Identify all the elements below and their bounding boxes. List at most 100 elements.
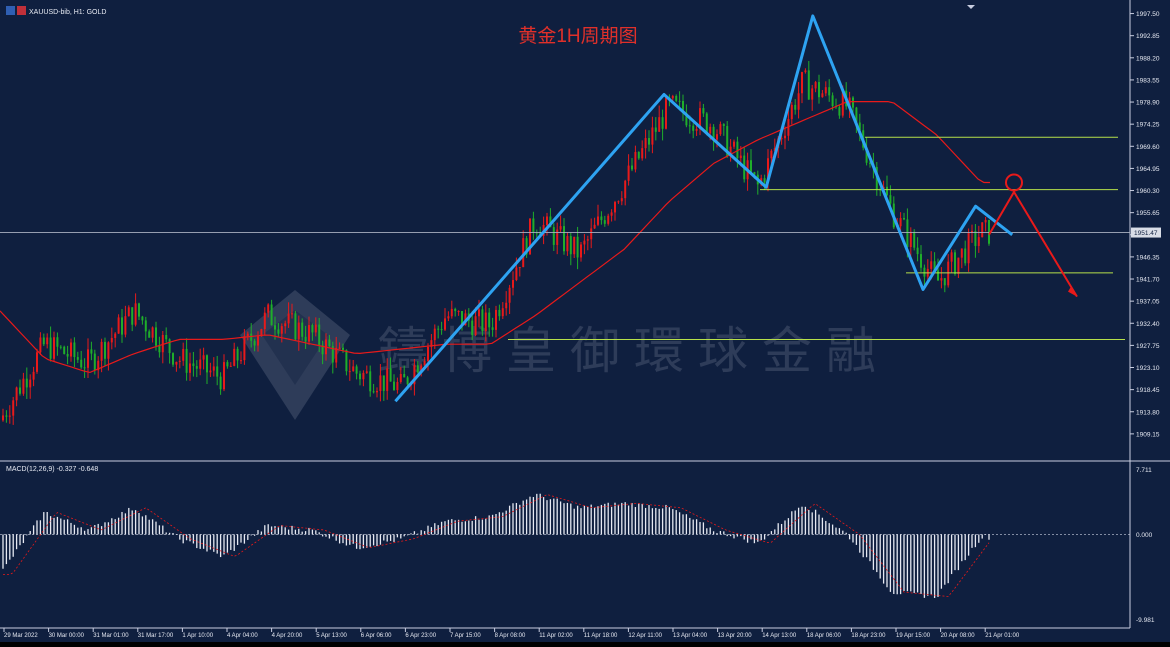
candle-body <box>855 107 858 123</box>
candle-body <box>559 226 562 230</box>
candle-body <box>627 165 630 181</box>
chart-shift-marker-icon[interactable] <box>967 5 975 9</box>
candle-body <box>818 82 820 98</box>
candle-body <box>797 93 800 110</box>
candle-body <box>828 87 831 96</box>
candle-body <box>603 220 606 224</box>
candle-body <box>733 141 735 147</box>
candle-body <box>80 359 83 368</box>
price-tick-label: 1978.90 <box>1136 100 1160 107</box>
candle-body <box>165 335 168 340</box>
price-tick-label: 1983.55 <box>1136 77 1160 84</box>
candle-body <box>838 107 841 116</box>
candle-body <box>586 239 589 241</box>
candle-body <box>716 134 718 140</box>
candle-body <box>522 238 525 268</box>
candle-body <box>665 97 667 129</box>
candle-body <box>382 375 385 391</box>
candle-body <box>546 216 548 225</box>
candle-body <box>175 361 178 365</box>
candle-body <box>437 328 440 330</box>
current-price-badge <box>1131 227 1161 238</box>
candle-body <box>515 267 518 281</box>
candle-body <box>277 329 280 334</box>
candle-body <box>117 317 120 334</box>
time-tick-label: 4 Apr 04:00 <box>227 633 258 639</box>
candle-body <box>943 278 946 286</box>
candle-body <box>593 224 596 229</box>
candle-body <box>518 267 521 269</box>
candle-body <box>549 216 552 228</box>
candle-body <box>297 322 300 340</box>
candle-body <box>886 186 888 196</box>
candle-body <box>406 377 409 385</box>
candle-body <box>427 346 429 361</box>
candle-body <box>532 218 535 233</box>
candle-body <box>688 125 691 127</box>
time-tick-label: 31 Mar 17:00 <box>138 633 174 639</box>
candle-body <box>590 228 593 240</box>
candle-body <box>712 126 715 140</box>
candle-body <box>954 252 956 274</box>
candle-body <box>287 313 290 324</box>
price-tick-label: 1955.65 <box>1136 210 1160 217</box>
candle-body <box>301 322 304 337</box>
candle-body <box>42 337 45 345</box>
candle-body <box>889 195 892 204</box>
candle-body <box>155 327 157 346</box>
candle-body <box>913 231 916 248</box>
candle-body <box>362 372 365 380</box>
candle-body <box>763 178 766 183</box>
price-tick-label: 1997.50 <box>1136 11 1160 18</box>
price-tick-label: 1946.35 <box>1136 254 1160 261</box>
symbol-label: XAUUSD-bib, H1: GOLD <box>29 9 106 16</box>
candle-body <box>53 337 55 359</box>
candle-body <box>739 155 742 159</box>
candle-body <box>114 333 117 338</box>
time-tick-label: 1 Apr 10:00 <box>182 633 213 639</box>
candle-body <box>736 141 739 159</box>
macd-label: MACD(12,26,9) -0.327 -0.648 <box>6 466 98 473</box>
price-axis: 1997.50 1992.85 1988.20 1983.55 1978.90 1974.… <box>1130 11 1161 438</box>
candle-body <box>389 368 392 382</box>
candle-body <box>552 227 555 245</box>
target-circle-icon <box>1005 173 1023 192</box>
candle-body <box>869 162 871 164</box>
candle-body <box>597 216 599 225</box>
candle-body <box>512 280 514 288</box>
candle-body <box>124 316 127 335</box>
candle-body <box>151 327 154 338</box>
price-tick-label: 1974.25 <box>1136 122 1160 129</box>
candle-body <box>365 371 368 373</box>
candle-body <box>801 72 803 94</box>
watermark-logo <box>240 290 350 420</box>
price-tick-label: 1960.30 <box>1136 188 1160 195</box>
candle-body <box>246 333 249 337</box>
candle-body <box>484 312 487 332</box>
candle-body <box>328 339 331 347</box>
candle-body <box>930 261 933 269</box>
candle-body <box>311 325 314 333</box>
current-price-label: 1951.47 <box>1134 230 1158 237</box>
candle-body <box>933 261 936 271</box>
candle-body <box>189 363 191 373</box>
candle-body <box>481 309 484 332</box>
candle-body <box>304 336 307 342</box>
candle-body <box>141 316 144 321</box>
candle-body <box>423 360 426 366</box>
candle-body <box>474 316 477 336</box>
chart-title: 黄金1H周期图 <box>518 25 637 47</box>
candle-body <box>750 160 752 173</box>
candle-body <box>22 378 25 394</box>
candle-body <box>858 122 861 131</box>
candle-body <box>87 349 89 368</box>
candle-body <box>284 323 287 327</box>
candle-body <box>25 378 28 388</box>
time-tick-label: 11 Apr 02:00 <box>539 633 573 639</box>
candle-body <box>97 360 100 371</box>
candle-body <box>804 70 807 73</box>
candle-body <box>753 172 756 175</box>
